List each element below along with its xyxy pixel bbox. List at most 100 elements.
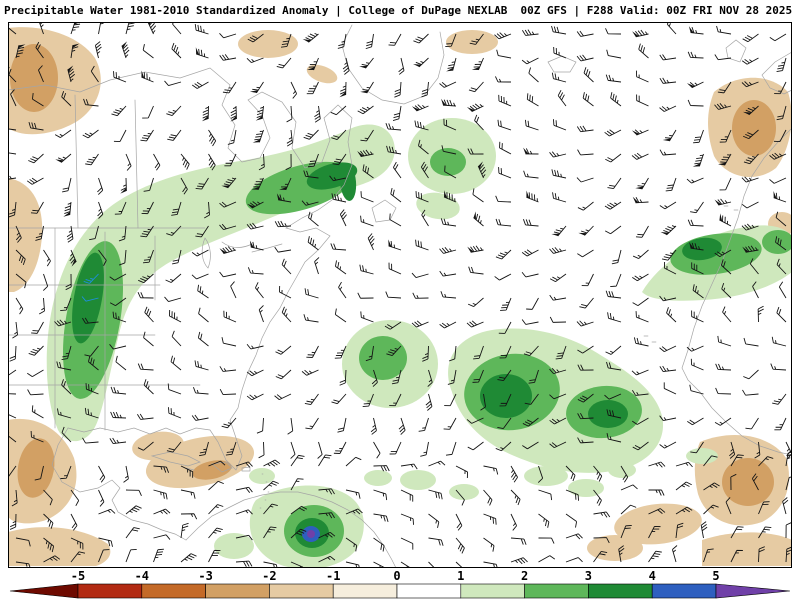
wind-barb — [400, 561, 413, 568]
wind-barb — [84, 345, 99, 357]
wind-barb — [785, 441, 792, 459]
wind-barb — [428, 513, 440, 528]
wind-barb — [258, 153, 265, 171]
wind-barb — [342, 57, 350, 75]
wind-barb — [773, 129, 787, 142]
wind-barb — [510, 465, 518, 483]
coastline — [341, 24, 445, 105]
wind-barb — [30, 201, 44, 214]
wind-barb — [741, 57, 759, 65]
colorbar-tick-label: -5 — [71, 570, 85, 583]
wind-barb — [199, 441, 209, 457]
wind-barb — [420, 161, 429, 179]
wind-barb — [66, 225, 74, 243]
wind-barb — [303, 314, 319, 323]
wind-barb — [365, 345, 374, 362]
wind-barb — [500, 297, 512, 311]
wind-barb — [125, 527, 140, 539]
wind-barb — [334, 345, 347, 359]
wind-barb — [606, 361, 622, 371]
wind-barb — [537, 465, 544, 483]
wind-barb — [26, 177, 44, 185]
coastline — [74, 94, 79, 229]
wind-barb — [367, 233, 375, 251]
wind-barb — [521, 249, 539, 257]
wind-barb — [660, 225, 677, 236]
wind-barb — [632, 297, 649, 306]
wind-barb — [549, 316, 567, 323]
wind-barb — [246, 222, 264, 230]
wind-barb — [65, 273, 72, 291]
wind-barb — [455, 537, 465, 554]
wind-barb — [577, 393, 594, 403]
wind-barb — [483, 465, 499, 475]
colorbar-segment — [205, 583, 270, 599]
wind-barb — [620, 465, 629, 483]
wind-barb — [524, 393, 539, 405]
wind-barb — [38, 297, 45, 315]
wind-barb — [90, 65, 99, 83]
wind-barb — [675, 461, 693, 468]
wind-barb — [251, 177, 264, 190]
wind-barb — [359, 264, 374, 275]
wind-barb — [472, 369, 484, 383]
wind-barb — [247, 267, 264, 275]
wind-barb — [605, 345, 622, 355]
wind-barb — [370, 417, 377, 435]
wind-barb — [521, 57, 539, 65]
wind-barb — [89, 225, 99, 241]
wind-barb — [35, 225, 44, 241]
wind-barb — [164, 296, 182, 302]
wind-barb — [365, 33, 374, 50]
wind-barb — [318, 454, 332, 467]
wind-barb — [771, 336, 787, 347]
wind-barb — [230, 281, 237, 299]
wind-barb — [690, 201, 704, 214]
wind-barb — [230, 105, 237, 122]
wind-barb — [659, 149, 677, 156]
coastline — [761, 51, 792, 95]
wind-barb — [769, 152, 787, 160]
coastline — [241, 466, 251, 472]
colorbar-bar — [9, 583, 791, 599]
wind-barb — [280, 33, 292, 48]
wind-barb — [137, 292, 154, 299]
colorbar-labels: -5 -4 -3 -2 -1 0 1 2 3 4 5 — [71, 570, 720, 583]
wind-barb — [523, 170, 539, 179]
wind-barb — [648, 508, 666, 515]
wind-barb — [301, 200, 319, 206]
wind-barb — [576, 125, 594, 133]
colorbar-segment — [588, 583, 653, 599]
wind-barb — [61, 379, 72, 395]
wind-barb — [318, 512, 335, 519]
wind-barb — [522, 417, 539, 427]
wind-barb — [551, 25, 567, 35]
wind-barb — [290, 505, 308, 515]
wind-barb — [70, 22, 82, 35]
wind-barb — [388, 239, 402, 251]
wind-barb — [549, 393, 567, 400]
wind-barb — [110, 386, 127, 395]
wind-barb — [757, 305, 764, 323]
wind-barb — [411, 272, 429, 279]
wind-barb — [715, 363, 732, 371]
wind-barb — [388, 33, 402, 46]
wind-barb — [337, 417, 347, 433]
wind-barb — [743, 337, 759, 347]
wind-barb — [428, 460, 446, 467]
wind-barb — [775, 211, 787, 227]
wind-barb — [357, 149, 374, 158]
wind-barb — [480, 393, 486, 411]
wind-barb — [455, 561, 466, 568]
colorbar-segment — [524, 583, 589, 599]
wind-barb — [263, 503, 278, 515]
wind-barb — [15, 537, 31, 547]
wind-barb — [171, 201, 182, 216]
wind-barb — [776, 57, 787, 73]
wind-barb — [776, 306, 787, 323]
wind-barb — [675, 506, 693, 515]
wind-barb — [782, 497, 789, 515]
wind-barb — [287, 417, 294, 435]
wind-barb — [648, 489, 665, 496]
wind-barb — [565, 557, 583, 563]
